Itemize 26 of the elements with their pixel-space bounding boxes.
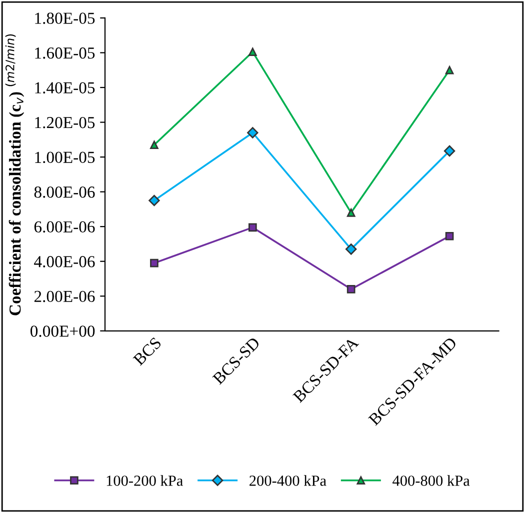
legend-label: 400-800 kPa	[392, 475, 470, 486]
legend-label: 200-400 kPa	[250, 475, 326, 486]
point	[150, 140, 158, 150]
point	[247, 127, 258, 138]
y-tick-label: 8.00E-06	[34, 186, 95, 198]
y-tick-label: 1.00E-05	[35, 152, 95, 164]
point	[148, 194, 160, 206]
legend-label: 100-200 kPa	[106, 475, 183, 486]
point	[346, 284, 356, 294]
point	[150, 258, 158, 268]
y-tick-label: 0.00E+00	[30, 326, 95, 337]
y-axis-title: Coefficient of consolidation (c$_{v}$) $^{(m2/min)}$	[5, 34, 24, 316]
y-tick-label: 2.00E-06	[34, 290, 95, 302]
point	[445, 66, 454, 74]
point	[346, 208, 356, 217]
y-tick-label: 1.80E-05	[35, 12, 95, 24]
y-tick-label: 1.40E-05	[35, 82, 95, 94]
point	[248, 223, 257, 232]
y-tick-label: 1.60E-05	[35, 47, 95, 59]
y-tick-label: 1.20E-05	[35, 116, 95, 128]
y-tick-label: 4.00E-06	[34, 256, 95, 268]
point	[345, 244, 357, 255]
point	[445, 232, 454, 240]
point	[248, 48, 257, 56]
y-tick-label: 6.00E-06	[34, 221, 95, 233]
point	[444, 145, 456, 157]
